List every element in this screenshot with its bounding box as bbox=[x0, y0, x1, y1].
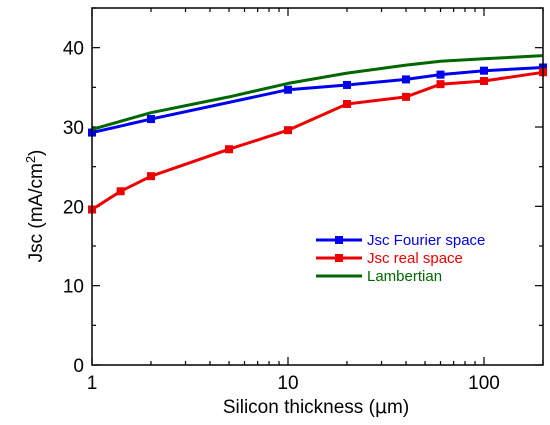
series-line bbox=[91, 54, 544, 131]
y-tick-label: 10 bbox=[63, 277, 84, 298]
data-point bbox=[147, 115, 156, 124]
x-tick-label: 10 bbox=[277, 373, 298, 394]
x-axis-title: Silicon thickness (μm) bbox=[223, 396, 409, 418]
series-line bbox=[91, 70, 544, 211]
y-axis-title: Jsc (mA/cm2) bbox=[23, 150, 47, 263]
plot-frame bbox=[91, 7, 544, 366]
legend-label: Jsc real space bbox=[367, 250, 463, 267]
axis-ticks bbox=[91, 7, 544, 366]
y-tick-label: 40 bbox=[63, 39, 84, 60]
series-1 bbox=[88, 68, 547, 214]
legend-item: Lambertian bbox=[316, 268, 442, 285]
legend-marker bbox=[335, 254, 343, 262]
x-tick-label: 100 bbox=[468, 373, 500, 394]
data-point bbox=[436, 70, 445, 79]
legend-marker bbox=[335, 236, 343, 244]
series-2 bbox=[91, 54, 544, 131]
data-point bbox=[343, 99, 352, 108]
data-point bbox=[283, 85, 292, 94]
x-tick-label: 1 bbox=[87, 373, 98, 394]
data-point bbox=[116, 187, 125, 196]
data-point bbox=[224, 145, 233, 154]
y-tick-label: 20 bbox=[63, 197, 84, 218]
legend-item: Jsc Fourier space bbox=[316, 232, 485, 249]
y-tick-label: 30 bbox=[63, 118, 84, 139]
data-point bbox=[147, 172, 156, 181]
y-tick-label: 0 bbox=[73, 356, 84, 377]
legend-label: Lambertian bbox=[367, 268, 442, 285]
legend-label: Jsc Fourier space bbox=[367, 232, 485, 249]
data-point bbox=[436, 80, 445, 89]
data-point bbox=[402, 75, 411, 84]
data-point bbox=[402, 92, 411, 101]
series-line bbox=[91, 66, 544, 135]
legend-item: Jsc real space bbox=[316, 250, 463, 267]
data-point bbox=[343, 80, 352, 89]
data-point bbox=[283, 126, 292, 135]
data-point bbox=[479, 76, 488, 85]
series-group bbox=[88, 54, 547, 214]
tick-labels: 0 10 20 30 40 1 10 100 bbox=[63, 39, 500, 394]
series-0 bbox=[88, 63, 547, 137]
data-point bbox=[479, 66, 488, 75]
